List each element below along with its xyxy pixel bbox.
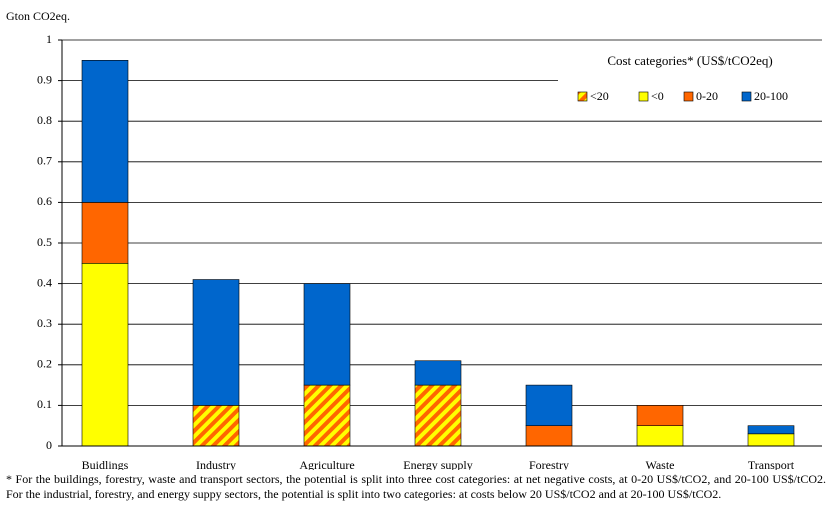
bar-segment bbox=[303, 283, 351, 386]
legend-swatch bbox=[577, 91, 588, 102]
y-tick-label: 0.3 bbox=[37, 316, 52, 330]
y-axis-label: Gton CO2eq. bbox=[6, 9, 70, 23]
bar-segment bbox=[414, 360, 462, 386]
bar-segment bbox=[192, 279, 240, 406]
y-tick-label: 0.9 bbox=[37, 72, 52, 86]
x-tick-label: Transport bbox=[748, 458, 795, 470]
y-tick-label: 0.7 bbox=[37, 154, 52, 168]
x-tick-label: Waste bbox=[645, 458, 674, 470]
legend-swatch bbox=[683, 91, 694, 102]
bar-segment bbox=[81, 59, 129, 203]
bar-segment bbox=[81, 262, 129, 447]
bar-segment bbox=[525, 384, 573, 427]
bar-segment bbox=[81, 202, 129, 264]
bar-segment bbox=[414, 384, 462, 447]
y-tick-label: 0.4 bbox=[37, 275, 52, 289]
legend-title: Cost categories* (US$/tCO2eq) bbox=[607, 53, 772, 68]
y-tick-label: 0.8 bbox=[37, 113, 52, 127]
legend-swatch bbox=[741, 91, 752, 102]
bar-segment bbox=[192, 405, 240, 447]
y-tick-label: 0.1 bbox=[37, 397, 52, 411]
x-tick-label: Buidlings bbox=[82, 458, 129, 470]
legend-label: 20-100 bbox=[754, 89, 788, 103]
x-tick-label: Forestry bbox=[529, 458, 569, 470]
legend-label: 0-20 bbox=[696, 89, 718, 103]
legend-label: <0 bbox=[651, 89, 664, 103]
bar-segment bbox=[525, 425, 573, 447]
bar-segment bbox=[303, 384, 351, 447]
bar-segment bbox=[747, 425, 795, 435]
footnote: * For the buildings, forestry, waste and… bbox=[6, 472, 826, 501]
bar-segment bbox=[747, 433, 795, 447]
x-tick-label: Industry bbox=[196, 458, 236, 470]
bar-segment bbox=[636, 425, 684, 447]
x-tick-label: Agriculture bbox=[299, 458, 354, 470]
y-tick-label: 1 bbox=[46, 32, 52, 46]
y-tick-label: 0.5 bbox=[37, 235, 52, 249]
y-tick-label: 0 bbox=[46, 438, 52, 452]
chart: Gton CO2eq. 0 0.1 0.2 0.3 0.4 0.5 0.6 0.7 0.8 0.9… bbox=[6, 9, 822, 470]
legend-label: <20 bbox=[590, 89, 609, 103]
x-tick-label: Energy supply bbox=[403, 458, 472, 470]
legend-swatch bbox=[638, 91, 649, 102]
bar-segment bbox=[636, 405, 684, 426]
y-tick-label: 0.2 bbox=[37, 357, 52, 371]
y-tick-label: 0.6 bbox=[37, 194, 52, 208]
